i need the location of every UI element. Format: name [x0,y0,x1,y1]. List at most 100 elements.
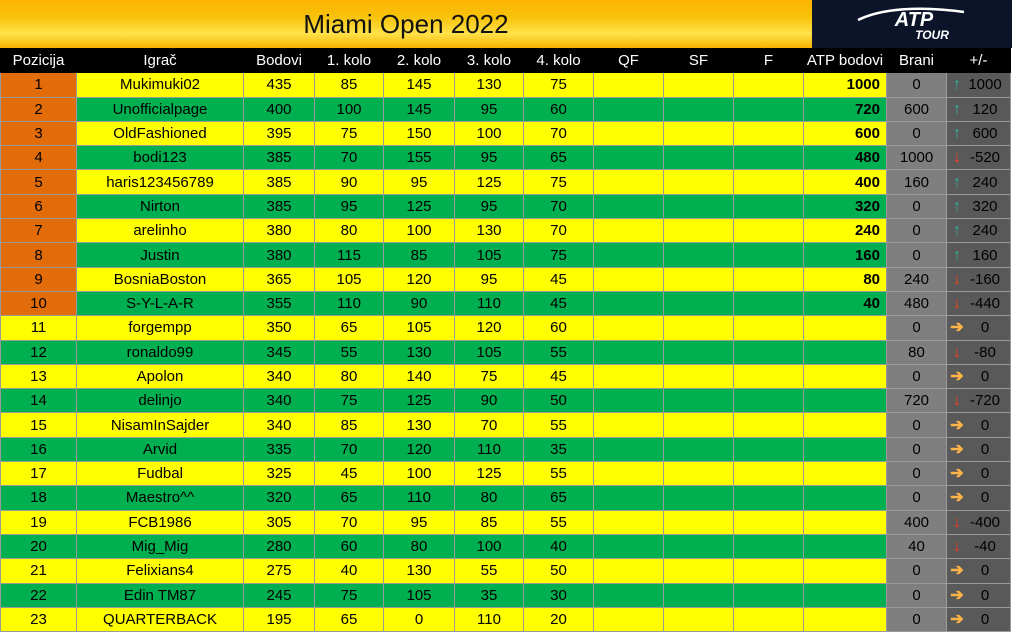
points-cell[interactable]: 355 [243,290,315,317]
player-cell[interactable]: bodi123 [76,145,244,171]
position-cell[interactable]: 17 [0,461,77,487]
player-cell[interactable]: Nirton [76,193,244,220]
points-cell[interactable]: 245 [243,582,315,608]
player-cell[interactable]: delinjo [76,388,244,414]
defending-cell[interactable]: 240 [886,266,947,292]
change-cell[interactable]: ➔ 0 [946,558,1011,584]
round2-cell[interactable]: 105 [383,582,455,608]
round1-cell[interactable]: 65 [314,485,384,511]
atp-points-cell[interactable] [803,461,887,487]
player-cell[interactable]: Justin [76,242,244,268]
round2-cell[interactable]: 125 [383,388,455,414]
round4-cell[interactable]: 55 [523,412,594,438]
points-cell[interactable]: 340 [243,388,315,414]
column-header[interactable]: F [733,47,804,74]
sf-cell[interactable] [663,72,734,98]
round1-cell[interactable]: 110 [314,290,384,317]
position-cell[interactable]: 19 [0,509,77,535]
atp-points-cell[interactable]: 320 [803,193,887,220]
final-cell[interactable] [733,509,804,535]
defending-cell[interactable]: 80 [886,339,947,365]
round4-cell[interactable]: 65 [523,145,594,171]
qf-cell[interactable] [593,193,664,220]
defending-cell[interactable]: 400 [886,509,947,535]
change-cell[interactable]: ↓ -440 [946,290,1011,317]
round3-cell[interactable]: 90 [454,388,524,414]
defending-cell[interactable]: 0 [886,315,947,341]
points-cell[interactable]: 280 [243,533,315,560]
atp-points-cell[interactable] [803,339,887,365]
atp-points-cell[interactable]: 600 [803,120,887,147]
sf-cell[interactable] [663,509,734,535]
sf-cell[interactable] [663,412,734,438]
player-cell[interactable]: Maestro^^ [76,485,244,511]
final-cell[interactable] [733,533,804,560]
points-cell[interactable]: 340 [243,412,315,438]
round3-cell[interactable]: 95 [454,145,524,171]
column-header[interactable]: QF [593,47,664,74]
position-cell[interactable]: 20 [0,533,77,560]
round4-cell[interactable]: 60 [523,96,594,122]
column-header[interactable]: Brani [886,47,947,74]
round4-cell[interactable]: 40 [523,533,594,560]
change-cell[interactable]: ➔ 0 [946,436,1011,463]
sf-cell[interactable] [663,388,734,414]
sf-cell[interactable] [663,582,734,608]
round2-cell[interactable]: 130 [383,558,455,584]
round1-cell[interactable]: 75 [314,388,384,414]
position-cell[interactable]: 15 [0,412,77,438]
round2-cell[interactable]: 100 [383,218,455,244]
round3-cell[interactable]: 110 [454,436,524,463]
change-cell[interactable]: ↓ -520 [946,145,1011,171]
player-cell[interactable]: NisamInSajder [76,412,244,438]
round4-cell[interactable]: 70 [523,193,594,220]
round3-cell[interactable]: 35 [454,582,524,608]
change-cell[interactable]: ↑ 240 [946,218,1011,244]
round3-cell[interactable]: 85 [454,509,524,535]
round1-cell[interactable]: 95 [314,193,384,220]
round3-cell[interactable]: 75 [454,363,524,390]
points-cell[interactable]: 400 [243,96,315,122]
points-cell[interactable]: 195 [243,606,315,632]
points-cell[interactable]: 325 [243,461,315,487]
round4-cell[interactable]: 35 [523,436,594,463]
player-cell[interactable]: OldFashioned [76,120,244,147]
qf-cell[interactable] [593,266,664,292]
qf-cell[interactable] [593,218,664,244]
player-cell[interactable]: haris123456789 [76,169,244,195]
round1-cell[interactable]: 70 [314,145,384,171]
sf-cell[interactable] [663,193,734,220]
position-cell[interactable]: 5 [0,169,77,195]
round1-cell[interactable]: 70 [314,436,384,463]
round1-cell[interactable]: 115 [314,242,384,268]
atp-points-cell[interactable]: 400 [803,169,887,195]
round2-cell[interactable]: 95 [383,169,455,195]
column-header[interactable]: Bodovi [243,47,315,74]
round3-cell[interactable]: 110 [454,606,524,632]
round2-cell[interactable]: 95 [383,509,455,535]
round4-cell[interactable]: 70 [523,218,594,244]
round1-cell[interactable]: 55 [314,339,384,365]
defending-cell[interactable]: 720 [886,388,947,414]
defending-cell[interactable]: 0 [886,436,947,463]
round4-cell[interactable]: 75 [523,169,594,195]
atp-points-cell[interactable] [803,558,887,584]
round2-cell[interactable]: 150 [383,120,455,147]
points-cell[interactable]: 305 [243,509,315,535]
sf-cell[interactable] [663,315,734,341]
position-cell[interactable]: 7 [0,218,77,244]
round4-cell[interactable]: 75 [523,242,594,268]
change-cell[interactable]: ➔ 0 [946,363,1011,390]
round1-cell[interactable]: 75 [314,120,384,147]
round2-cell[interactable]: 80 [383,533,455,560]
round3-cell[interactable]: 95 [454,96,524,122]
qf-cell[interactable] [593,461,664,487]
points-cell[interactable]: 380 [243,218,315,244]
qf-cell[interactable] [593,558,664,584]
round3-cell[interactable]: 110 [454,290,524,317]
round1-cell[interactable]: 70 [314,509,384,535]
round2-cell[interactable]: 130 [383,339,455,365]
round4-cell[interactable]: 50 [523,388,594,414]
player-cell[interactable]: Fudbal [76,461,244,487]
column-header[interactable]: Pozicija [0,47,77,74]
